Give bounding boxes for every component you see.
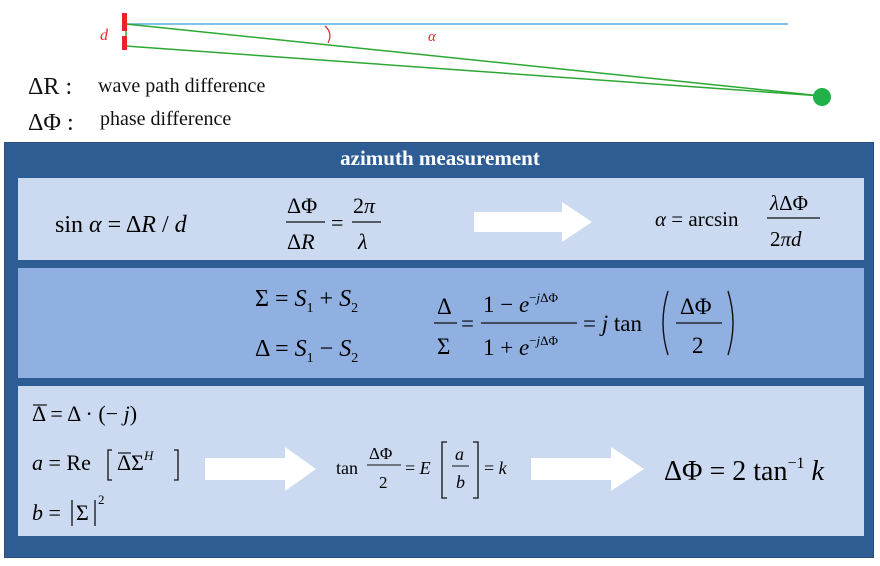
svg-text:ΔΣH: ΔΣH xyxy=(117,448,154,475)
panel-title: azimuth measurement xyxy=(340,146,540,170)
formula-sin-alpha: sin α = ΔR / d xyxy=(55,212,188,238)
svg-text:Σ = S1 + S2: Σ = S1 + S2 xyxy=(255,286,358,316)
svg-text:=: = xyxy=(461,311,474,336)
svg-text:Δ = Δ · (− j): Δ = Δ · (− j) xyxy=(32,401,137,426)
formula-a-re: a = Re ΔΣH xyxy=(32,448,179,481)
path-line-upper xyxy=(125,23,823,97)
svg-text:Δ = S1 − S2: Δ = S1 − S2 xyxy=(255,336,358,366)
formula-delta-over-sigma: Δ Σ = 1 − e−jΔΦ 1 + e−jΔΦ = j tan ΔΦ 2 xyxy=(434,290,734,360)
svg-text:a: a xyxy=(455,444,464,464)
formula-box-estimation xyxy=(18,386,864,536)
legend-delta-phi-symbol: ΔΦ : xyxy=(28,110,74,136)
svg-text:= k: = k xyxy=(484,458,508,478)
svg-text:Δ: Δ xyxy=(437,294,452,319)
svg-text:=: = xyxy=(331,210,343,235)
svg-text:Σ: Σ xyxy=(437,334,450,359)
svg-text:λΔΦ: λΔΦ xyxy=(769,191,808,215)
formula-sum: Σ = S1 + S2 xyxy=(255,286,358,316)
svg-text:2: 2 xyxy=(98,492,105,507)
svg-text:1 − e−jΔΦ: 1 − e−jΔΦ xyxy=(483,290,559,317)
legend-delta-phi-text: phase difference xyxy=(100,108,232,130)
legend-delta-r-text: wave path difference xyxy=(98,75,266,97)
formula-box-geometry xyxy=(18,178,864,260)
svg-text:a = Re: a = Re xyxy=(32,450,91,475)
formula-difference: Δ = S1 − S2 xyxy=(255,336,358,366)
arrow-2-icon xyxy=(205,447,316,491)
arrow-1-icon xyxy=(474,202,592,242)
svg-text:Σ: Σ xyxy=(76,500,89,525)
formula-tan-estimate: tan ΔΦ 2 = E a b = k xyxy=(336,441,508,499)
svg-text:= j tan: = j tan xyxy=(583,311,642,336)
svg-text:b: b xyxy=(456,472,465,492)
svg-text:ΔR: ΔR xyxy=(287,229,315,254)
svg-text:b =: b = xyxy=(32,500,61,525)
antenna-element-bottom xyxy=(122,36,127,50)
formula-b-abs: b = Σ 2 xyxy=(32,492,105,526)
d-label: d xyxy=(100,27,109,44)
svg-text:α = arcsin: α = arcsin xyxy=(655,207,739,231)
legend-delta-r-symbol: ΔR : xyxy=(28,74,73,100)
svg-text:sin α = ΔR / d: sin α = ΔR / d xyxy=(55,212,188,238)
svg-text:ΔΦ: ΔΦ xyxy=(680,294,712,319)
formula-alpha-arcsin: α = arcsin λΔΦ 2πd xyxy=(655,191,820,251)
svg-text:ΔΦ: ΔΦ xyxy=(369,444,392,463)
svg-text:= E: = E xyxy=(405,458,431,478)
alpha-angle-arc xyxy=(324,25,331,44)
antenna-element-top xyxy=(122,13,127,31)
formula-phase-ratio: ΔΦ ΔR = 2π λ xyxy=(286,193,381,254)
svg-text:2πd: 2πd xyxy=(770,227,802,251)
target-dot xyxy=(813,88,831,106)
svg-text:ΔΦ: ΔΦ xyxy=(287,193,317,218)
svg-text:ΔΦ = 2 tan−1 k: ΔΦ = 2 tan−1 k xyxy=(664,455,825,487)
formula-result: ΔΦ = 2 tan−1 k xyxy=(664,455,825,487)
svg-text:2π: 2π xyxy=(353,193,376,218)
svg-text:2: 2 xyxy=(692,333,704,358)
alpha-label: α xyxy=(428,29,437,45)
svg-text:tan: tan xyxy=(336,458,358,478)
svg-text:2: 2 xyxy=(379,473,388,492)
arrow-3-icon xyxy=(531,447,644,491)
path-line-lower xyxy=(125,45,823,97)
svg-text:1 + e−jΔΦ: 1 + e−jΔΦ xyxy=(483,333,559,360)
formula-delta-bar: Δ = Δ · (− j) xyxy=(32,401,137,426)
geometry-diagram: d α xyxy=(100,13,831,106)
svg-text:λ: λ xyxy=(357,229,368,254)
